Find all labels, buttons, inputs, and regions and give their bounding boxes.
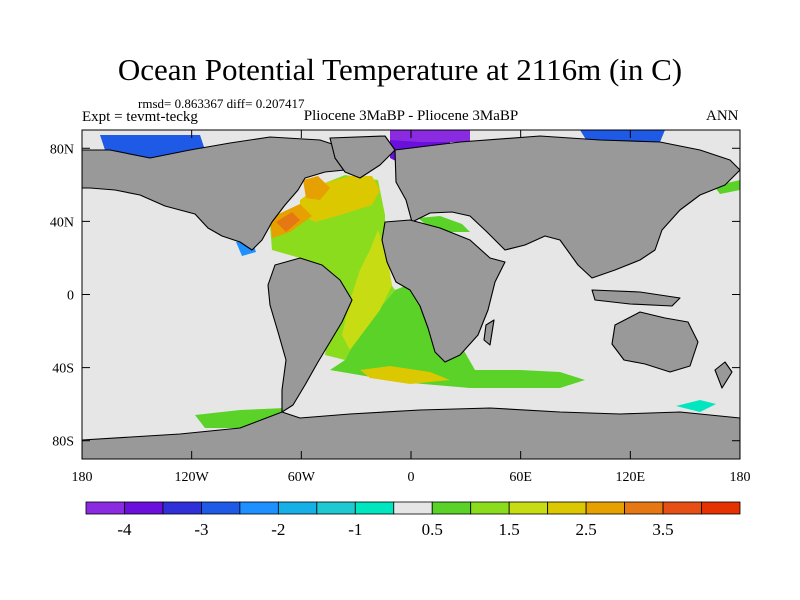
colorbar-swatch [624, 501, 664, 515]
colorbar: -4 -3 -2 -1 0.5 1.5 2.5 3.5 [85, 501, 741, 539]
atlantic-anomaly-green [330, 280, 585, 388]
eurasia [394, 135, 740, 279]
colorbar-swatch [316, 501, 356, 515]
colorbar-swatch [585, 501, 625, 515]
stats-label: rmsd= 0.863367 diff= 0.207417 [138, 96, 305, 111]
colorbar-swatch [277, 501, 318, 515]
colorbar-label: -4 [117, 520, 132, 539]
colorbar-label: -1 [348, 520, 362, 539]
south-america [267, 257, 353, 413]
northwest-pacific-anomaly [714, 180, 740, 194]
lon-tick-label: 120W [175, 470, 210, 485]
indonesia [591, 289, 681, 307]
africa [381, 219, 506, 363]
colorbar-swatch [393, 501, 433, 515]
lon-tick-label: 60E [509, 470, 532, 485]
colorbar-swatch [547, 501, 587, 515]
subtitle-label: Pliocene 3MaBP - Pliocene 3MaBP [303, 108, 519, 124]
australia [611, 311, 699, 373]
atlantic-anomaly-orange-1 [303, 176, 330, 200]
lon-tick-label: 0 [408, 470, 415, 485]
lat-tick-label: 40S [52, 362, 74, 377]
season-label: ANN [706, 108, 739, 124]
atlantic-anomaly-red [276, 212, 300, 232]
atlantic-anomaly-yellow [342, 230, 392, 350]
lat-tick-label: 40N [50, 215, 74, 230]
experiment-label: Expt = tevmt-teckg [82, 109, 198, 125]
colorbar-swatch [470, 501, 510, 515]
colorbar-label: 0.5 [422, 520, 443, 539]
north-america [82, 136, 351, 251]
lon-tick-label: 180 [730, 470, 751, 485]
colorbar-swatch [85, 501, 125, 515]
new-zealand [714, 361, 733, 389]
colorbar-swatch [662, 501, 702, 515]
map-layers [82, 130, 740, 459]
southwest-pacific-anomaly [676, 400, 716, 412]
map-title: Ocean Potential Temperature at 2116m (in… [117, 52, 683, 87]
land-layer [82, 135, 740, 459]
lon-tick-label: 180 [72, 470, 93, 485]
antarctica [82, 407, 740, 459]
latitude-axis: 80N 40N 0 40S 80S [50, 142, 740, 450]
lat-tick-label: 80S [52, 435, 74, 450]
colorbar-swatch [431, 501, 472, 515]
lat-tick-label: 0 [67, 289, 74, 304]
colorbar-swatch [701, 501, 741, 515]
arctic-anomaly-purple [390, 130, 470, 142]
colorbar-swatch [201, 501, 241, 515]
atlantic-anomaly-gold-2 [360, 366, 450, 384]
lon-tick-label: 60W [288, 470, 316, 485]
madagascar [483, 319, 495, 346]
colorbar-swatch [354, 501, 395, 515]
colorbar-label: -2 [271, 520, 285, 539]
colorbar-swatch [239, 501, 279, 515]
lat-tick-label: 80N [50, 142, 74, 157]
colorbar-swatch [124, 501, 164, 515]
colorbar-swatch [162, 501, 202, 515]
colorbar-label: -3 [194, 520, 208, 539]
colorbar-label: 2.5 [575, 520, 596, 539]
greenland [329, 135, 396, 179]
lon-tick-label: 120E [616, 470, 646, 485]
colorbar-label: 1.5 [499, 520, 520, 539]
colorbar-label: 3.5 [652, 520, 673, 539]
colorbar-swatch [508, 501, 549, 515]
longitude-axis: 180 120W 60W 0 60E 120E 180 [72, 130, 751, 485]
